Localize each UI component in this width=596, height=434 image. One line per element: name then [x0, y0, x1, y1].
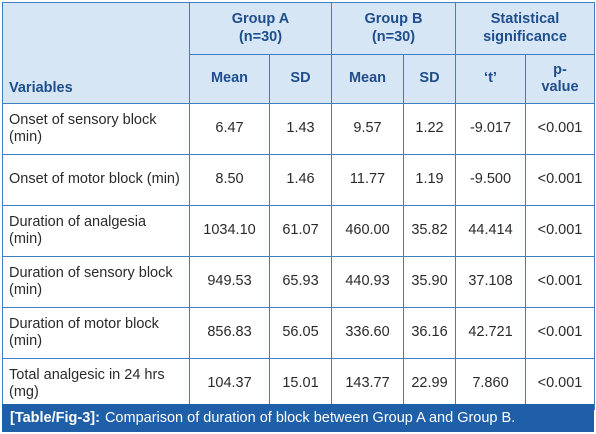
header-mean-a: Mean: [189, 54, 270, 104]
cell-mean-a: 856.83: [189, 307, 270, 359]
cell-mean-a: 6.47: [189, 103, 270, 155]
cell-t: 42.721: [455, 307, 526, 359]
cell-sd-a: 15.01: [269, 358, 332, 410]
cell-t: 7.860: [455, 358, 526, 410]
cell-sd-b: 1.19: [403, 154, 456, 206]
cell-p: <0.001: [525, 358, 595, 410]
cell-t: -9.017: [455, 103, 526, 155]
cell-mean-a: 8.50: [189, 154, 270, 206]
header-group-a: Group A (n=30): [189, 2, 332, 55]
header-sd-b: SD: [403, 54, 456, 104]
table-row: Duration of analgesia (min) 1034.10 61.0…: [2, 205, 595, 257]
cell-p: <0.001: [525, 307, 595, 359]
cell-variable: Duration of motor block (min): [2, 307, 190, 359]
cell-sd-a: 1.43: [269, 103, 332, 155]
cell-sd-a: 61.07: [269, 205, 332, 257]
cell-variable: Total analgesic in 24 hrs (mg): [2, 358, 190, 410]
cell-mean-b: 440.93: [331, 256, 404, 308]
cell-p: <0.001: [525, 256, 595, 308]
header-group-b: Group B (n=30): [331, 2, 456, 55]
cell-t: 37.108: [455, 256, 526, 308]
cell-variable: Duration of sensory block (min): [2, 256, 190, 308]
cell-variable: Onset of motor block (min): [2, 154, 190, 206]
cell-sd-a: 56.05: [269, 307, 332, 359]
cell-mean-b: 9.57: [331, 103, 404, 155]
table-row: Total analgesic in 24 hrs (mg) 104.37 15…: [2, 358, 595, 410]
cell-p: <0.001: [525, 103, 595, 155]
header-p-value: p- value: [525, 54, 595, 104]
cell-variable: Onset of sensory block (min): [2, 103, 190, 155]
caption-label: [Table/Fig-3]:: [10, 410, 100, 426]
cell-sd-b: 35.82: [403, 205, 456, 257]
cell-sd-b: 22.99: [403, 358, 456, 410]
cell-mean-b: 11.77: [331, 154, 404, 206]
cell-sd-a: 1.46: [269, 154, 332, 206]
cell-sd-b: 36.16: [403, 307, 456, 359]
cell-t: -9.500: [455, 154, 526, 206]
header-t: ‘t’: [455, 54, 526, 104]
table-row: Onset of motor block (min) 8.50 1.46 11.…: [2, 154, 595, 206]
table-row: Duration of motor block (min) 856.83 56.…: [2, 307, 595, 359]
header-sd-a: SD: [269, 54, 332, 104]
cell-mean-a: 949.53: [189, 256, 270, 308]
table-row: Onset of sensory block (min) 6.47 1.43 9…: [2, 103, 595, 155]
results-table: Variables Group A (n=30) Group B (n=30) …: [2, 2, 595, 410]
cell-t: 44.414: [455, 205, 526, 257]
cell-mean-a: 104.37: [189, 358, 270, 410]
cell-sd-b: 1.22: [403, 103, 456, 155]
cell-mean-b: 336.60: [331, 307, 404, 359]
cell-sd-b: 35.90: [403, 256, 456, 308]
cell-mean-b: 143.77: [331, 358, 404, 410]
header-mean-b: Mean: [331, 54, 404, 104]
cell-sd-a: 65.93: [269, 256, 332, 308]
table-caption: [Table/Fig-3]: Comparison of duration of…: [2, 404, 594, 432]
cell-mean-a: 1034.10: [189, 205, 270, 257]
cell-variable: Duration of analgesia (min): [2, 205, 190, 257]
table-row: Duration of sensory block (min) 949.53 6…: [2, 256, 595, 308]
header-variables: Variables: [2, 2, 190, 104]
cell-mean-b: 460.00: [331, 205, 404, 257]
header-significance: Statistical significance: [455, 2, 595, 55]
caption-text: Comparison of duration of block between …: [104, 410, 516, 426]
cell-p: <0.001: [525, 154, 595, 206]
cell-p: <0.001: [525, 205, 595, 257]
